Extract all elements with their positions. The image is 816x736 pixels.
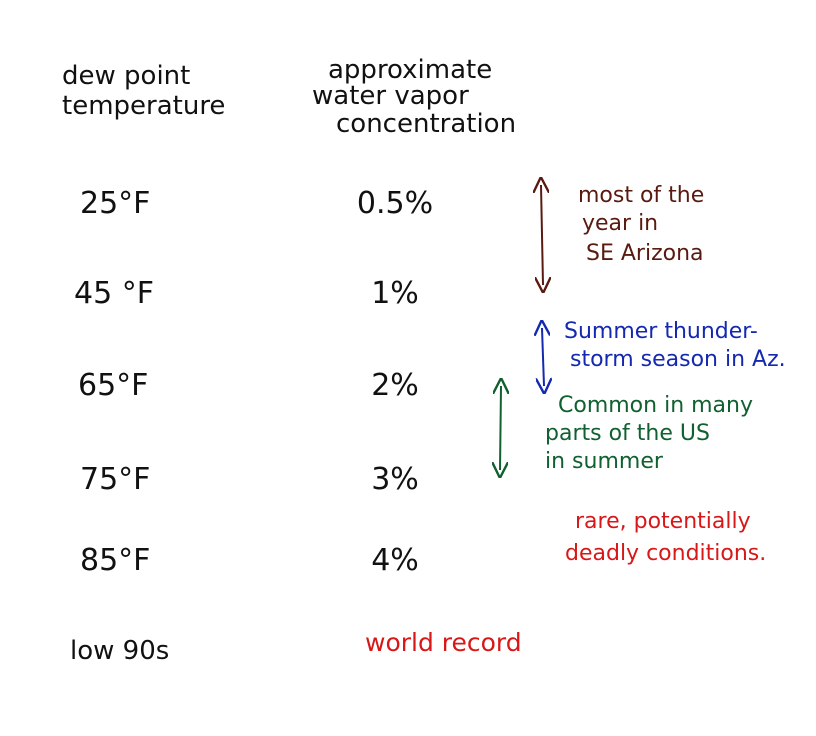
annotation-line: most of the bbox=[578, 183, 705, 208]
cell: low 90s bbox=[70, 636, 170, 666]
cell: 0.5% bbox=[356, 186, 434, 221]
annotation-line: storm season in Az. bbox=[570, 347, 786, 372]
arrow bbox=[500, 386, 501, 470]
annotation-line: SE Arizona bbox=[586, 241, 704, 266]
header-line: water vapor bbox=[312, 81, 469, 111]
cell: 25°F bbox=[80, 186, 151, 221]
header-line: concentration bbox=[336, 109, 517, 139]
annotation-line: year in bbox=[582, 211, 659, 236]
cell: 4% bbox=[371, 543, 419, 578]
cell: 65°F bbox=[78, 368, 149, 403]
annotation-line: parts of the US bbox=[545, 421, 710, 446]
annotation-line: rare, potentially bbox=[575, 509, 751, 534]
arrow bbox=[542, 328, 544, 386]
cell: 2% bbox=[371, 368, 419, 403]
header-line: approximate bbox=[328, 55, 493, 85]
annotation-line: deadly conditions. bbox=[565, 541, 767, 566]
cell: 85°F bbox=[80, 543, 151, 578]
annotation-line: Common in many bbox=[558, 393, 754, 418]
header-line: temperature bbox=[62, 91, 226, 121]
annotation-line: Summer thunder- bbox=[564, 319, 758, 344]
header-line: dew point bbox=[62, 61, 191, 91]
annotation-line: in summer bbox=[545, 449, 663, 474]
cell: world record bbox=[365, 628, 522, 657]
cell: 3% bbox=[371, 462, 419, 497]
cell: 45 °F bbox=[74, 276, 154, 311]
cell: 1% bbox=[371, 276, 419, 311]
cell: 75°F bbox=[80, 462, 151, 497]
arrow bbox=[541, 185, 543, 285]
